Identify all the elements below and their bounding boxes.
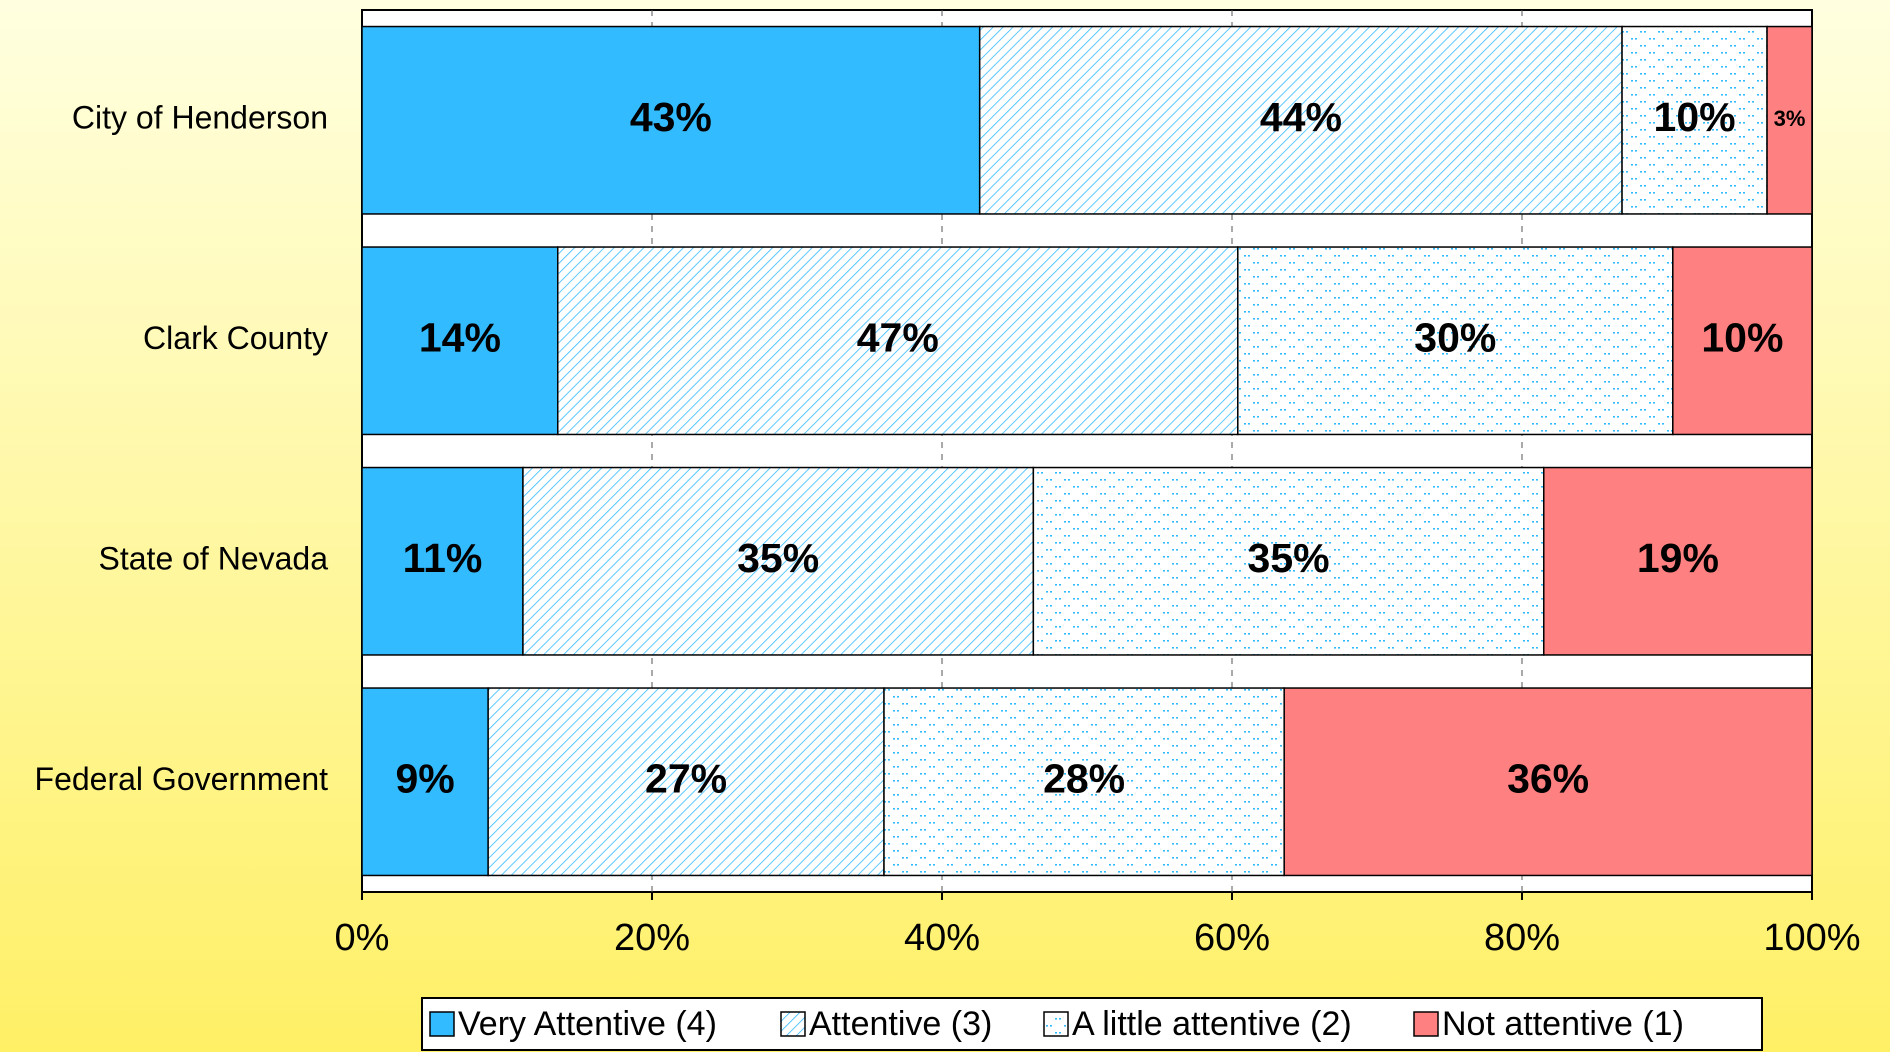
value-label: 35% <box>737 535 819 581</box>
bar-segment <box>978 25 1623 215</box>
bar-segment <box>522 466 1035 656</box>
value-label: 3% <box>1774 106 1806 131</box>
legend-swatch <box>429 1011 455 1037</box>
legend-swatch <box>1413 1011 1439 1037</box>
category-label: Clark County <box>143 320 328 356</box>
legend-swatch <box>1043 1011 1069 1037</box>
category-label: City of Henderson <box>72 100 328 136</box>
value-label: 47% <box>857 315 939 361</box>
x-tick-label: 100% <box>1763 917 1860 959</box>
x-tick-label: 20% <box>614 917 690 959</box>
value-label: 43% <box>630 94 712 140</box>
value-label: 10% <box>1701 315 1783 361</box>
bar-segment <box>361 25 981 215</box>
value-label: 36% <box>1507 756 1589 802</box>
value-label: 10% <box>1654 94 1736 140</box>
bar-segment <box>361 246 559 436</box>
value-label: 44% <box>1260 94 1342 140</box>
bar-segment <box>1237 246 1674 436</box>
bar-segment <box>557 246 1239 436</box>
bar-segment <box>361 687 489 877</box>
bar-segment <box>487 687 885 877</box>
x-tick-label: 60% <box>1194 917 1270 959</box>
bar-segment <box>361 466 524 656</box>
x-tick-label: 40% <box>904 917 980 959</box>
value-label: 9% <box>395 756 454 802</box>
bar-segment <box>1766 25 1813 215</box>
legend-label: Attentive (3) <box>809 1005 992 1043</box>
value-label: 30% <box>1414 315 1496 361</box>
bar-segment <box>1621 25 1768 215</box>
value-label: 14% <box>419 315 501 361</box>
legend-label: Not attentive (1) <box>1442 1005 1684 1043</box>
bar-segment <box>1032 466 1545 656</box>
category-label: Federal Government <box>35 761 329 797</box>
bar-segment <box>883 687 1285 877</box>
legend-box <box>421 997 1763 1051</box>
bar-segment <box>1543 466 1813 656</box>
bar-segment <box>1283 687 1813 877</box>
value-label: 11% <box>403 535 483 581</box>
legend-label: A little attentive (2) <box>1072 1005 1352 1043</box>
bar-segment <box>1672 246 1813 436</box>
value-label: 27% <box>645 756 727 802</box>
legend-label: Very Attentive (4) <box>458 1005 717 1043</box>
legend-swatch <box>780 1011 806 1037</box>
value-label: 19% <box>1637 535 1719 581</box>
category-label: State of Nevada <box>99 541 329 577</box>
value-label: 28% <box>1043 756 1125 802</box>
value-label: 35% <box>1248 535 1330 581</box>
x-tick-label: 80% <box>1484 917 1560 959</box>
x-tick-label: 0% <box>335 917 390 959</box>
